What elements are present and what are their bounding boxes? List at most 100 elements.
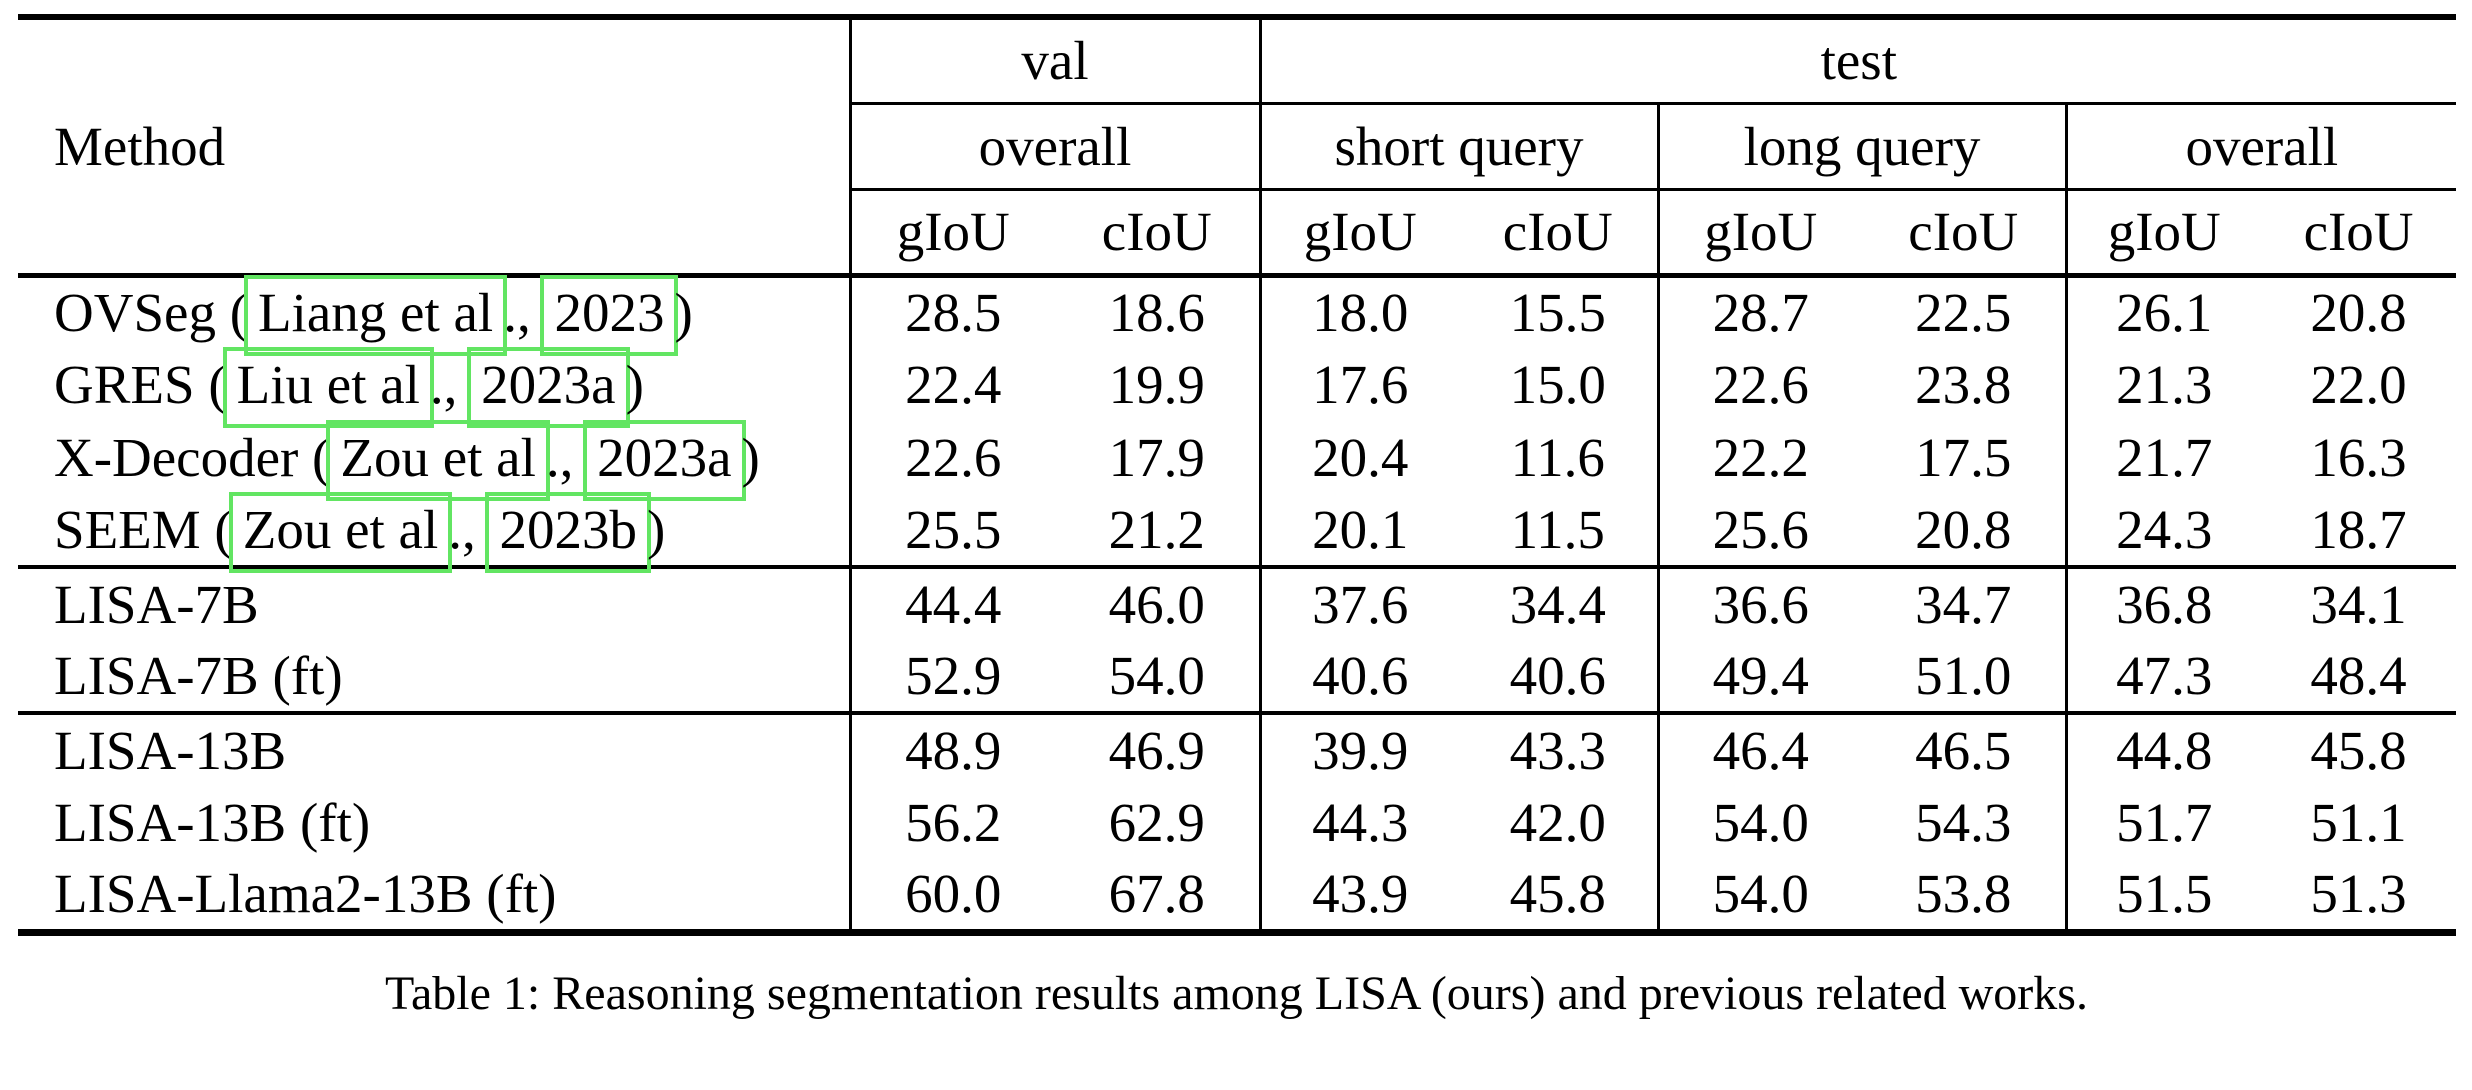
metric-value-cell: 20.1 xyxy=(1258,494,1460,567)
method-cell: SEEM (Zou et al., 2023b) xyxy=(18,492,852,573)
metric-value-cell: 45.8 xyxy=(1509,863,1606,925)
table-row: GRES (Liu et al., 2023a) 22.4 19.9 17.6 15.0… xyxy=(18,347,2456,428)
header-row-groups: overall short query long query overall xyxy=(18,103,2457,191)
citation-link[interactable]: Liang et al xyxy=(244,275,508,357)
col-group-short-query: short query xyxy=(1258,103,1659,191)
method-cell: LISA-13B (ft) xyxy=(18,786,852,859)
method-cell: LISA-7B xyxy=(18,567,852,640)
metric-value-cell: 48.4 xyxy=(2310,645,2407,706)
metric-value-cell: 52.9 xyxy=(905,645,1002,706)
metric-value-cell: 47.3 xyxy=(2064,640,2262,713)
metric-value-cell: 37.6 xyxy=(1258,567,1460,640)
col-header-metric: gIoU xyxy=(1656,189,1863,275)
citation-link[interactable]: 2023a xyxy=(467,347,630,428)
method-text: OVSeg ( xyxy=(54,282,249,344)
metric-value-cell: 51.1 xyxy=(2310,792,2407,853)
method-text: LISA-Llama2-13B (ft) xyxy=(54,863,557,925)
metric-value-cell: 20.4 xyxy=(1258,421,1460,494)
col-group-val-overall: overall xyxy=(850,103,1261,191)
metric-value-cell: 43.3 xyxy=(1509,720,1606,781)
method-text: LISA-13B (ft) xyxy=(54,792,371,853)
metric-value-cell: 40.6 xyxy=(1509,645,1606,706)
col-header-test-split: test xyxy=(1260,17,2457,105)
citation-link[interactable]: Liu et al xyxy=(222,347,434,428)
metric-value-cell: 43.9 xyxy=(1258,859,1460,932)
table-section-3: LISA-13B 48.9 46.9 39.9 43.3 46.4 46.5 44.8 45.8… xyxy=(18,713,2457,932)
metric-value-cell: 18.6 xyxy=(1108,282,1205,344)
table-caption: Table 1: Reasoning segmentation results … xyxy=(385,966,2088,1020)
metric-value-cell: 34.7 xyxy=(1915,574,2012,635)
table-header: Method val test overall short query long… xyxy=(18,17,2457,275)
citation-link[interactable]: 2023a xyxy=(583,420,746,501)
metric-value-cell: 20.8 xyxy=(1915,499,2012,560)
col-group-long-query: long query xyxy=(1656,103,2067,191)
metric-value-cell: 54.0 xyxy=(1108,645,1205,706)
method-text: ) xyxy=(741,427,760,488)
method-cell: OVSeg (Liang et al., 2023) xyxy=(18,275,852,357)
col-header-metric: cIoU xyxy=(2303,201,2414,262)
metric-value-cell: 46.5 xyxy=(1915,720,2012,781)
method-text: LISA-7B (ft) xyxy=(54,645,343,706)
metric-value-cell: 22.4 xyxy=(905,354,1002,415)
metric-value-cell: 21.7 xyxy=(2064,421,2262,494)
col-header-metric: cIoU xyxy=(1908,201,2019,262)
metric-value-cell: 21.3 xyxy=(2064,348,2262,421)
metric-value-cell: 34.4 xyxy=(1509,574,1606,635)
method-text: X-Decoder ( xyxy=(54,427,331,488)
table-row: LISA-7B 44.4 46.0 37.6 34.4 36.6 34.7 36.8 34.1 xyxy=(18,567,2456,640)
col-header-metric: gIoU xyxy=(2064,189,2262,275)
col-group-test-overall: overall xyxy=(2064,103,2457,191)
method-text: ., xyxy=(429,354,472,415)
col-header-metric: gIoU xyxy=(896,201,1010,262)
method-text: ., xyxy=(448,499,490,560)
method-cell: GRES (Liu et al., 2023a) xyxy=(18,347,852,428)
metric-value-cell: 67.8 xyxy=(1108,863,1205,925)
table-section-1: OVSeg (Liang et al., 2023) 28.5 18.6 18.0 15… xyxy=(18,275,2457,573)
metric-value-cell: 44.8 xyxy=(2064,713,2262,786)
method-text: SEEM ( xyxy=(54,499,233,560)
metric-value-cell: 51.3 xyxy=(2310,863,2407,925)
metric-value-cell: 54.0 xyxy=(1656,786,1863,859)
metric-value-cell: 42.0 xyxy=(1509,792,1606,853)
metric-value-cell: 23.8 xyxy=(1915,354,2012,415)
metric-value-cell: 15.0 xyxy=(1509,354,1606,415)
col-header-val-split: val xyxy=(850,17,1262,105)
header-row-metrics: gIoU cIoU gIoU cIoU gIoU cIoU gIoU cIoU xyxy=(18,189,2456,275)
table-row: X-Decoder (Zou et al., 2023a) 22.6 17.9 20.… xyxy=(18,420,2456,501)
metric-value-cell: 15.5 xyxy=(1509,282,1606,344)
col-header-metric: gIoU xyxy=(1258,189,1460,275)
paper-table-figure: Method val test overall short query long… xyxy=(18,14,2457,1020)
metric-value-cell: 40.6 xyxy=(1258,640,1460,713)
citation-link[interactable]: Zou et al xyxy=(228,492,453,573)
metric-value-cell: 25.5 xyxy=(905,499,1002,560)
metric-value-cell: 22.5 xyxy=(1915,282,2012,344)
citation-link[interactable]: 2023 xyxy=(540,275,679,357)
method-text: ., xyxy=(503,282,545,344)
method-cell: LISA-13B xyxy=(18,713,852,786)
metric-value-cell: 56.2 xyxy=(905,792,1002,853)
header-row-splits: Method val test xyxy=(18,17,2457,275)
method-text: ) xyxy=(674,282,693,344)
metric-value-cell: 19.9 xyxy=(1108,354,1205,415)
metric-value-cell: 22.6 xyxy=(905,427,1002,488)
table-section-2: LISA-7B 44.4 46.0 37.6 34.4 36.6 34.7 36.8 34.1 L… xyxy=(18,567,2457,713)
metric-value-cell: 51.0 xyxy=(1915,645,2012,706)
metric-value-cell: 54.0 xyxy=(1656,859,1863,932)
method-cell: LISA-7B (ft) xyxy=(18,640,852,713)
citation-link[interactable]: 2023b xyxy=(485,492,651,573)
metric-value-cell: 53.8 xyxy=(1915,863,2012,925)
metric-value-cell: 51.5 xyxy=(2064,859,2262,932)
table-row: SEEM (Zou et al., 2023b) 25.5 21.2 20.1 11.5… xyxy=(18,492,2456,573)
metric-value-cell: 48.9 xyxy=(905,720,1002,781)
metric-value-cell: 17.6 xyxy=(1258,348,1460,421)
metric-value-cell: 51.7 xyxy=(2064,786,2262,859)
citation-link[interactable]: Zou et al xyxy=(326,420,550,501)
metric-value-cell: 28.5 xyxy=(905,282,1002,344)
metric-value-cell: 36.8 xyxy=(2064,567,2262,640)
metric-value-cell: 20.8 xyxy=(2310,282,2407,344)
metric-value-cell: 16.3 xyxy=(2310,427,2407,488)
method-text: LISA-13B xyxy=(54,720,287,781)
metric-value-cell: 45.8 xyxy=(2310,720,2407,781)
metric-value-cell: 46.0 xyxy=(1108,574,1205,635)
metric-value-cell: 26.1 xyxy=(2064,275,2262,348)
